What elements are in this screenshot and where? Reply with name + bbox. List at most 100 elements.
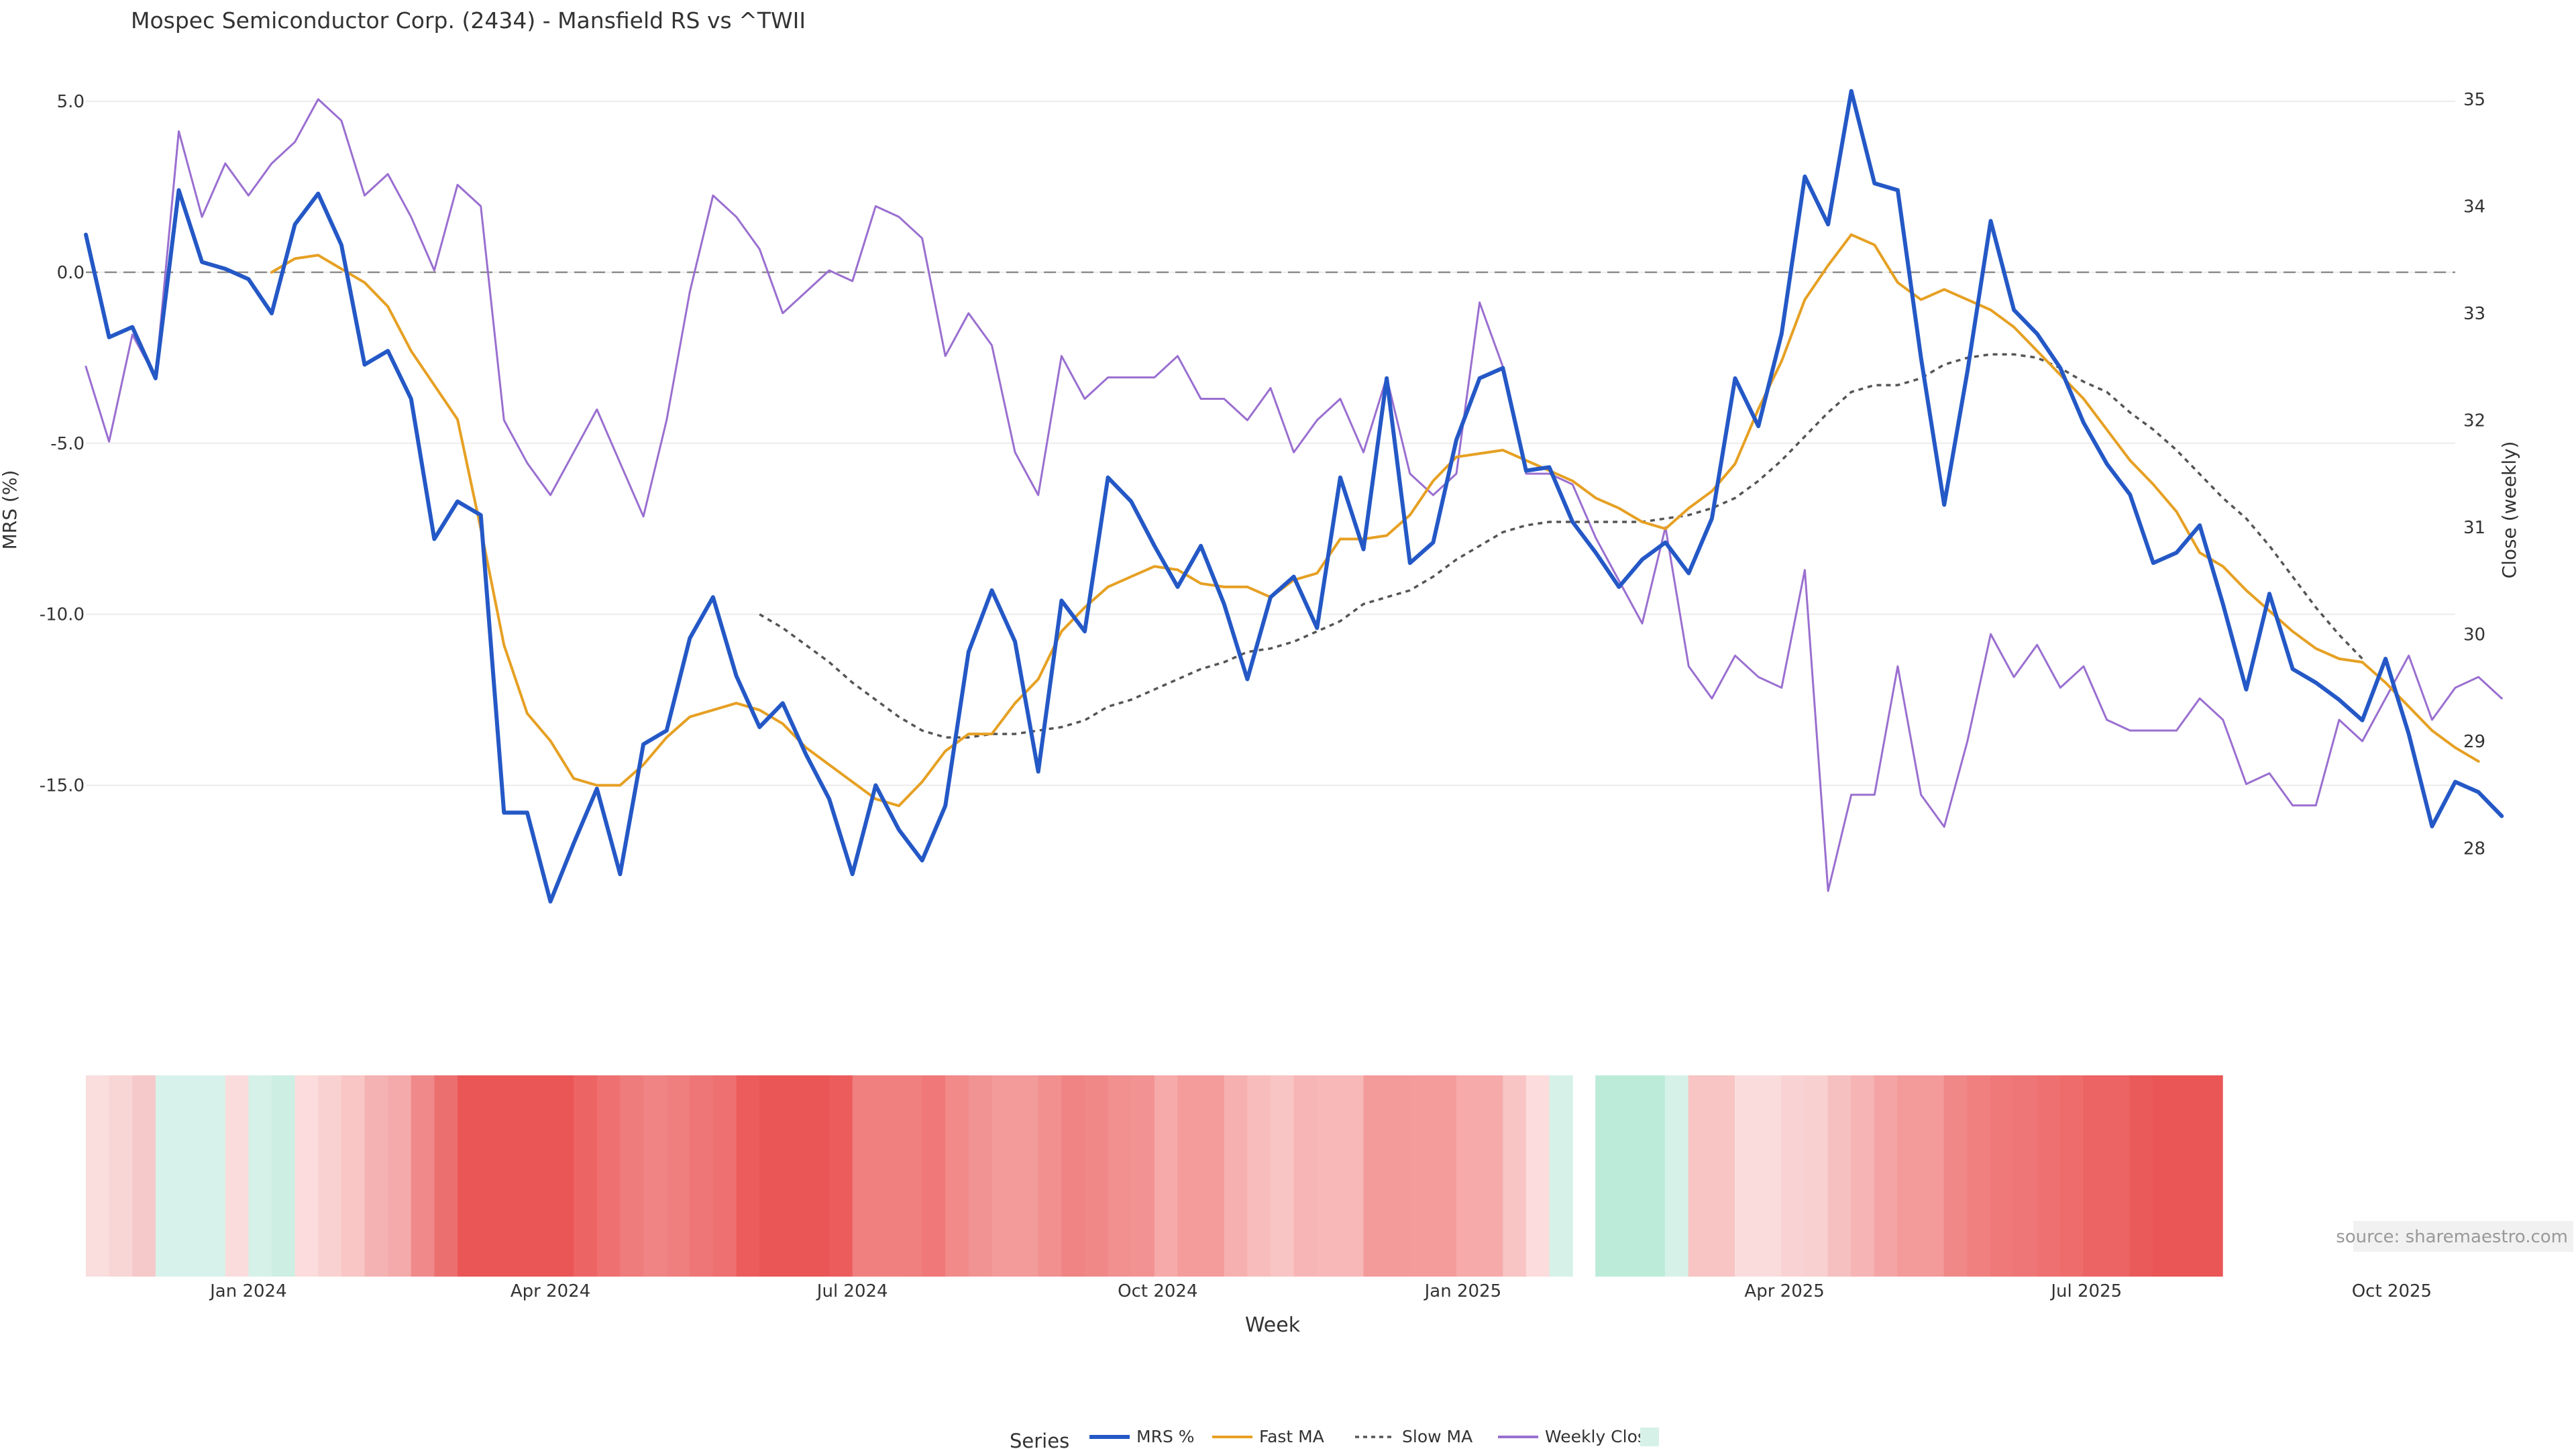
heatmap-cell xyxy=(86,1075,110,1277)
heatmap-cell xyxy=(504,1075,528,1277)
heatmap-cell xyxy=(178,1075,203,1277)
heatmap-cell xyxy=(2059,1075,2084,1277)
heatmap-cell xyxy=(1525,1075,1550,1277)
x-tick-label: Oct 2024 xyxy=(1118,1281,1197,1301)
heatmap-cell xyxy=(596,1075,621,1277)
heatmap-cell xyxy=(2037,1075,2061,1277)
heatmap-cell xyxy=(620,1075,644,1277)
legend-label: Slow MA xyxy=(1402,1427,1472,1446)
heatmap-cell xyxy=(1293,1075,1318,1277)
heatmap-cell xyxy=(272,1075,296,1277)
heatmap-cell xyxy=(690,1075,714,1277)
source-label: source: sharemaestro.com xyxy=(2336,1227,2568,1247)
heatmap-cell xyxy=(155,1075,180,1277)
legend-swatch-heatmap xyxy=(1640,1428,1659,1446)
x-tick-label: Jul 2025 xyxy=(2049,1281,2122,1301)
series-line-fast-ma xyxy=(270,233,2480,808)
y-tick-label: -5.0 xyxy=(50,434,85,454)
y2-tick-label: 32 xyxy=(2463,411,2485,431)
heatmap-cell xyxy=(1688,1075,1712,1277)
heatmap-cell xyxy=(1409,1075,1434,1277)
heatmap-cell xyxy=(1271,1075,1295,1277)
heatmap-cell xyxy=(1665,1075,1689,1277)
plot-area: 5.0 0.0 -5.0 -10.0 -15.0 35 34 33 32 31 30 29 28 Ja… xyxy=(40,89,2504,1301)
heatmap-cell xyxy=(2176,1075,2200,1277)
heatmap-cell xyxy=(1084,1075,1109,1277)
heatmap-cell xyxy=(1038,1075,1062,1277)
x-axis: Jan 2024 Apr 2024 Jul 2024 Oct 2024 Jan 2025… xyxy=(209,1281,2432,1301)
chart-title: Mospec Semiconductor Corp. (2434) - Mans… xyxy=(131,7,806,34)
y-axis-right: 35 34 33 32 31 30 29 28 xyxy=(2463,90,2485,859)
heatmap-cell xyxy=(527,1075,551,1277)
y2-tick-label: 34 xyxy=(2463,197,2485,217)
legend-title: Series xyxy=(1010,1430,1069,1449)
heatmap-cell xyxy=(294,1075,319,1277)
y2-axis-label: Close (weekly) xyxy=(2498,441,2520,579)
heatmap-cell xyxy=(1363,1075,1387,1277)
heatmap-cell xyxy=(1503,1075,1527,1277)
heatmap-cell xyxy=(852,1075,876,1277)
heatmap-cell xyxy=(1317,1075,1341,1277)
legend-label: Fast MA xyxy=(1259,1427,1324,1446)
heatmap-cell xyxy=(1433,1075,1457,1277)
heatmap-cell xyxy=(666,1075,690,1277)
y2-tick-label: 33 xyxy=(2463,304,2485,324)
heatmap-cell xyxy=(945,1075,969,1277)
y-tick-label: -10.0 xyxy=(40,605,85,625)
heatmap-cell xyxy=(2199,1075,2223,1277)
x-tick-label: Oct 2025 xyxy=(2352,1281,2432,1301)
heatmap-cell xyxy=(736,1075,760,1277)
y2-tick-label: 30 xyxy=(2463,625,2485,645)
series-line-mrs xyxy=(84,89,2504,904)
heatmap-cell xyxy=(1108,1075,1132,1277)
heatmap-cell xyxy=(132,1075,156,1277)
heatmap-cell xyxy=(1967,1075,1991,1277)
heatmap-cell xyxy=(1827,1075,1851,1277)
heatmap-cell xyxy=(225,1075,249,1277)
x-tick-label: Jan 2025 xyxy=(1424,1281,1502,1301)
x-tick-label: Apr 2025 xyxy=(1744,1281,1824,1301)
heatmap-cell xyxy=(1154,1075,1179,1277)
y-axis-label: MRS (%) xyxy=(0,470,21,550)
y-axis-left: 5.0 0.0 -5.0 -10.0 -15.0 xyxy=(40,92,85,796)
heatmap-cell xyxy=(1758,1075,1782,1277)
y2-tick-label: 35 xyxy=(2463,90,2485,110)
heatmap-cell xyxy=(388,1075,412,1277)
heatmap-cell xyxy=(991,1075,1016,1277)
heatmap-cell xyxy=(1247,1075,1271,1277)
series-line-slow-ma xyxy=(759,353,2363,739)
heatmap-cell xyxy=(1734,1075,1759,1277)
heatmap-cell xyxy=(1131,1075,1155,1277)
heatmap-cell xyxy=(1804,1075,1829,1277)
heatmap-cell xyxy=(1920,1075,1945,1277)
heatmap-cell xyxy=(1990,1075,2015,1277)
heatmap-cell xyxy=(1456,1075,1481,1277)
y-tick-label: 5.0 xyxy=(57,92,85,112)
y-tick-label: 0.0 xyxy=(57,263,85,283)
heatmap-cell xyxy=(875,1075,900,1277)
heatmap-cell xyxy=(1177,1075,1201,1277)
series-line-weekly-close xyxy=(85,98,2503,892)
heatmap-cell xyxy=(248,1075,272,1277)
heatmap-strip xyxy=(86,1075,2223,1277)
heatmap-cell xyxy=(2106,1075,2131,1277)
x-tick-label: Apr 2024 xyxy=(511,1281,590,1301)
source-badge-bg xyxy=(2353,1221,2573,1252)
heatmap-cell xyxy=(1874,1075,1898,1277)
heatmap-cell xyxy=(829,1075,853,1277)
heatmap-cell xyxy=(1387,1075,1411,1277)
y2-tick-label: 31 xyxy=(2463,518,2485,538)
heatmap-cell xyxy=(1595,1075,1619,1277)
heatmap-cell xyxy=(1851,1075,1875,1277)
heatmap-cell xyxy=(922,1075,946,1277)
heatmap-cell xyxy=(364,1075,388,1277)
heatmap-cell xyxy=(1897,1075,1921,1277)
heatmap-cell xyxy=(1711,1075,1735,1277)
heatmap-cell xyxy=(759,1075,784,1277)
heatmap-cell xyxy=(109,1075,133,1277)
heatmap-cell xyxy=(341,1075,366,1277)
heatmap-cell xyxy=(2129,1075,2153,1277)
heatmap-cell xyxy=(550,1075,574,1277)
y-tick-label: -15.0 xyxy=(40,776,85,796)
